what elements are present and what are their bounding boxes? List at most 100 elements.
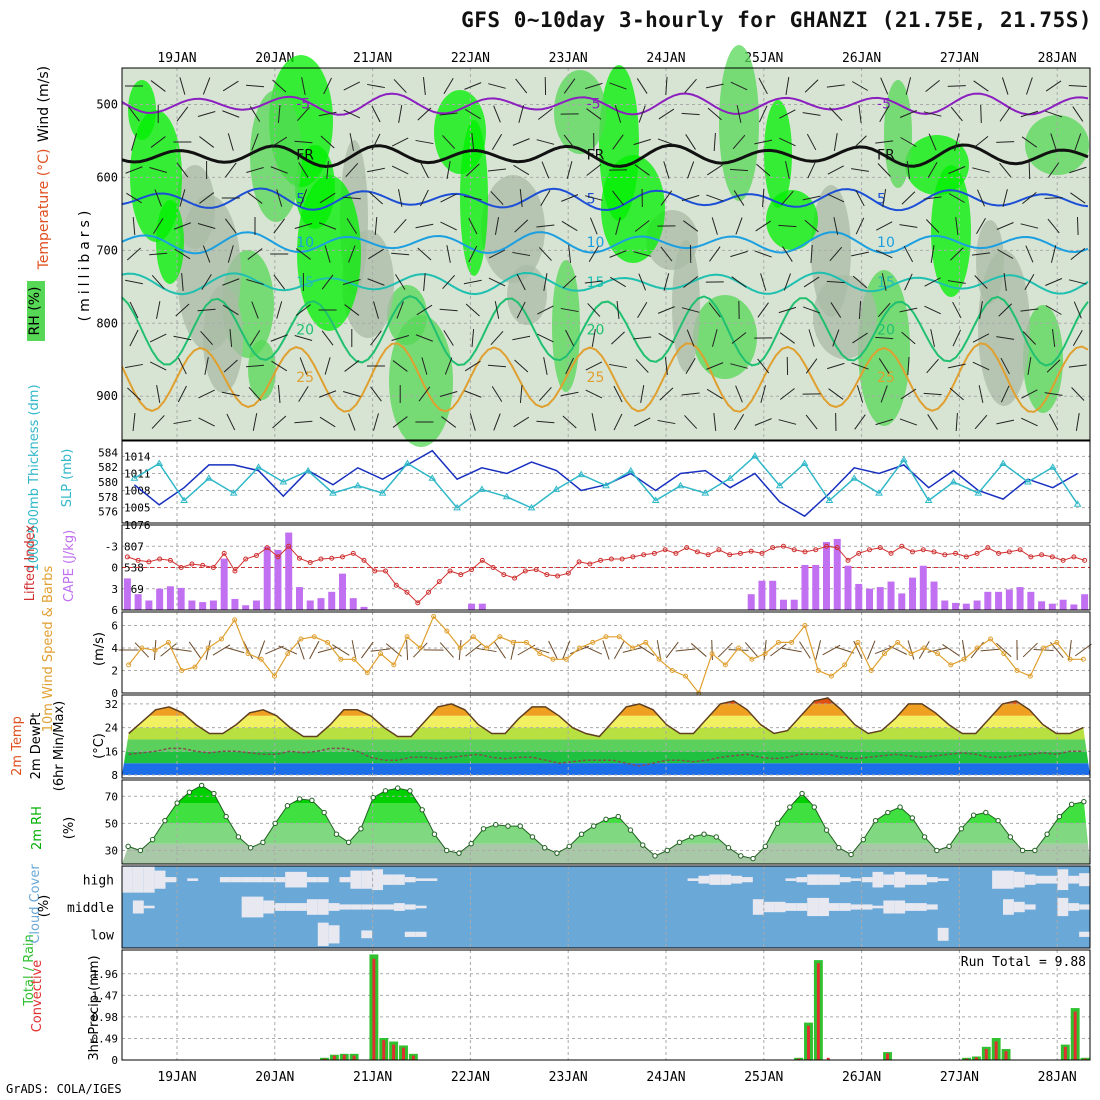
upper-wind-barb [736, 105, 742, 123]
thickness-point [775, 481, 784, 489]
lifted-index-point [576, 559, 582, 565]
cape-bar [790, 599, 798, 610]
upper-wind-barb [222, 304, 239, 316]
upper-wind-barb [729, 168, 749, 172]
cloud-cell-high [393, 874, 405, 885]
cloud-level-label: low [91, 928, 115, 943]
cloud-cell-high [241, 877, 253, 883]
upper-wind-barb [541, 161, 550, 179]
wind10-barb [493, 641, 506, 659]
wind10-barb [583, 645, 603, 655]
upper-wind-barb [974, 275, 988, 289]
cloud-cell-middle [774, 901, 786, 913]
precip-convective-bar [1073, 1011, 1077, 1060]
lifted-index-point [694, 549, 700, 555]
upper-wind-barb [972, 167, 990, 173]
wind10-point [1080, 656, 1086, 662]
day-label-top: 21JAN [353, 51, 392, 66]
upper-wind-barb [614, 105, 622, 123]
upper-wind-barb [779, 137, 796, 147]
upper-wind-barb [393, 218, 407, 234]
upper-wind-barb [758, 105, 768, 123]
cloud-cell-middle [1002, 899, 1014, 915]
upper-wind-barb [681, 392, 700, 396]
cloud-cell-high [1057, 869, 1069, 891]
isotherm-label: 10 [587, 235, 605, 251]
upper-wind-barb [1045, 305, 1062, 315]
day-label-bottom: 28JAN [1038, 1070, 1077, 1085]
wind10-point [828, 673, 834, 679]
upper-wind-barb [487, 364, 507, 368]
upper-wind-barb [876, 221, 893, 231]
lifted-index-point [727, 552, 733, 558]
rh2m-point [186, 789, 193, 795]
upper-wind-barb [201, 274, 212, 290]
upper-wind-barb [224, 162, 237, 178]
temp2m-panel [121, 694, 1091, 779]
rh-shade-region [672, 240, 700, 372]
wind10-point [271, 673, 277, 679]
temp-band [122, 751, 1090, 764]
upper-wind-barb [899, 418, 918, 426]
wind10-barb [1068, 640, 1072, 660]
upper-wind-barb [197, 111, 216, 117]
rh2m-point [235, 834, 242, 840]
slp-tick-label: 1014 [124, 450, 151, 463]
rh2m-point [345, 839, 352, 846]
cloud-cell-high [143, 866, 155, 893]
cloud-cell-middle [415, 905, 427, 909]
isotherm-label: 10 [877, 235, 895, 251]
cloud-panel [121, 865, 1091, 949]
cloud-cell-middle [763, 901, 775, 913]
upper-wind-barb [295, 248, 311, 260]
upper-wind-barb [513, 164, 530, 176]
upper-wind-barb [1044, 197, 1063, 199]
day-label-top: 22JAN [451, 51, 490, 66]
lifted-index-point [888, 550, 894, 556]
thickness-point [453, 503, 461, 511]
cloud-cell-high [372, 869, 384, 891]
upper-wind-barb [927, 161, 938, 179]
upper-wind-barb [833, 133, 838, 151]
upper-wind-barb [153, 218, 164, 234]
isotherm-label: 15 [877, 275, 895, 291]
lifted-index-point [802, 549, 808, 555]
wind10-point [630, 645, 636, 651]
cloud-cell-middle [383, 904, 394, 910]
upper-wind-barb [132, 216, 136, 236]
upper-wind-barb [342, 196, 361, 200]
wind10-point [775, 639, 781, 645]
precip-convective-bar [1063, 1046, 1067, 1060]
upper-wind-barb [826, 84, 845, 88]
upper-wind-barb [321, 330, 334, 346]
upper-wind-barb [270, 166, 288, 174]
upper-wind-barb [368, 191, 384, 205]
upper-wind-barb [1072, 329, 1083, 347]
upper-wind-barb [440, 221, 457, 231]
upper-wind-barb [543, 357, 548, 375]
cloud-cell-middle [328, 903, 340, 911]
wind10-barb [675, 648, 696, 652]
upper-wind-barb [732, 134, 746, 150]
cape-bar [887, 581, 895, 610]
upper-wind-barb [779, 332, 795, 344]
upper-wind-barb [224, 218, 237, 234]
upper-wind-barb [131, 133, 137, 151]
rh2m-band [122, 785, 1090, 804]
rh2m-point [137, 847, 144, 854]
lifted-index-point [296, 555, 302, 561]
upper-wind-barb [829, 246, 843, 262]
cape-bar [758, 580, 766, 610]
precip-tick-label: 0 [111, 1054, 118, 1067]
upper-wind-barb [1044, 392, 1063, 396]
upper-wind-barb [899, 110, 917, 118]
wind10-point [935, 651, 941, 657]
upper-wind-barb [272, 79, 287, 93]
upper-wind-barb [972, 333, 990, 343]
rh2m-point [529, 834, 536, 840]
upper-wind-barb [371, 105, 381, 123]
thickness-point [701, 489, 710, 496]
upper-wind-barb [464, 390, 482, 398]
wind10-point [974, 645, 980, 651]
cape-bar [166, 586, 174, 610]
